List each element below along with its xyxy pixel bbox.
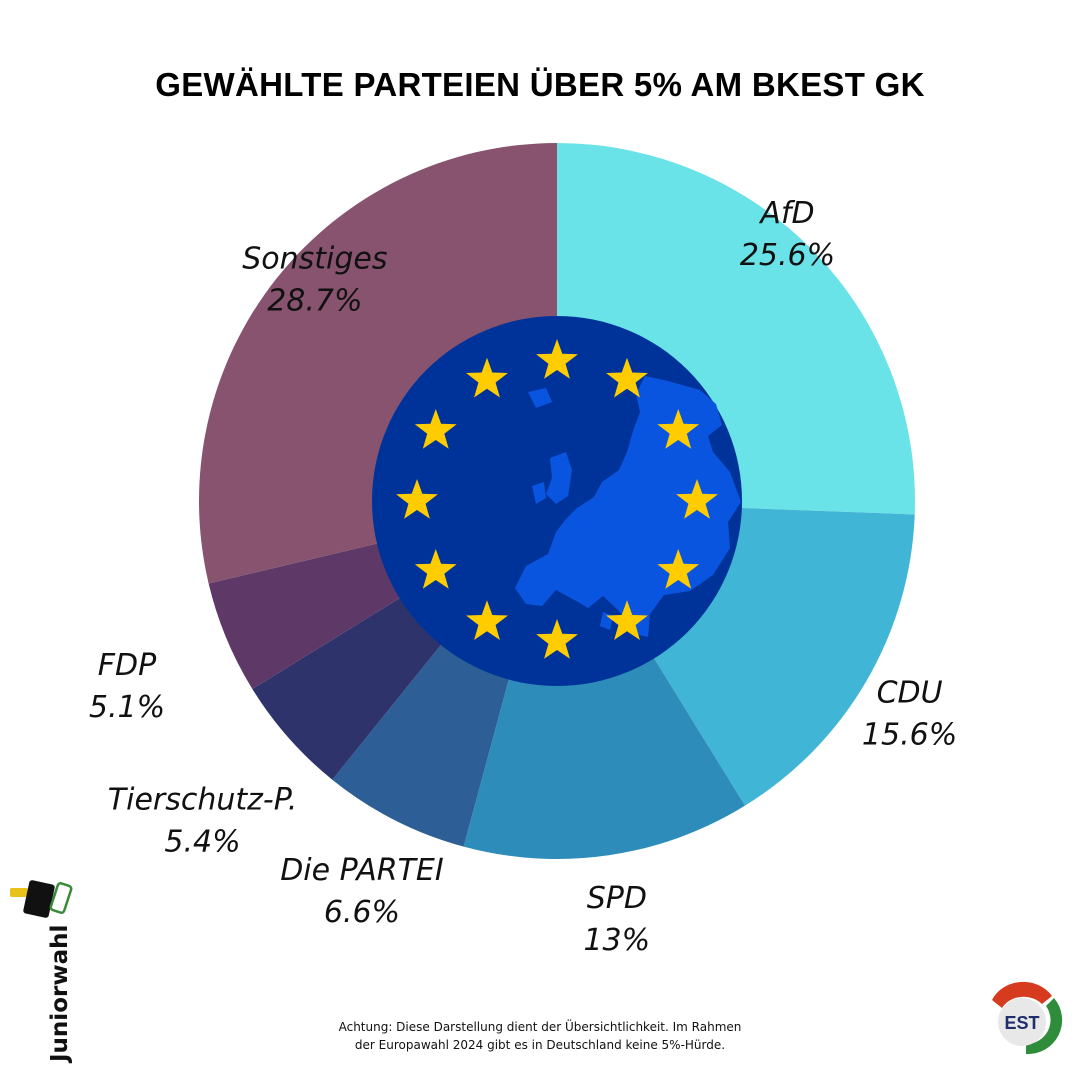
eu-star-icon (606, 357, 648, 398)
slice-value-tierschutz-p-: 5.4% (164, 825, 240, 860)
eu-star-icon (657, 549, 700, 589)
eu-star-icon (466, 357, 508, 398)
eu-star-icon (466, 600, 508, 641)
eu-stars (396, 339, 718, 659)
est-logo: EST (992, 981, 1063, 1055)
slice-value-cdu: 15.6% (862, 718, 957, 753)
eu-emblem (372, 316, 742, 686)
eu-star-icon (676, 479, 718, 519)
slice-value-spd: 13% (583, 923, 650, 958)
est-logo-circle (998, 998, 1046, 1046)
eu-star-icon (536, 619, 578, 659)
slice-label-tierschutz-p-: Tierschutz-P. (108, 783, 297, 818)
slice-value-fdp: 5.1% (89, 690, 165, 725)
slice-label-cdu: CDU (877, 676, 943, 711)
disclaimer-line-1: Achtung: Diese Darstellung dient der Übe… (338, 1020, 742, 1034)
slice-value-die-partei: 6.6% (324, 895, 400, 930)
slice-value-afd: 25.6% (740, 238, 835, 273)
juniorwahl-logo (10, 880, 73, 918)
juniorwahl-wordmark: Juniorwahl (47, 924, 73, 1062)
eu-star-icon (414, 409, 457, 449)
disclaimer-line-2: der Europawahl 2024 gibt es in Deutschla… (354, 1038, 726, 1052)
slice-label-die-partei: Die PARTEI (280, 853, 444, 888)
slice-label-fdp: FDP (98, 648, 157, 683)
chart-title: GEWÄHLTE PARTEIEN ÜBER 5% AM BKEST GK (155, 66, 925, 103)
est-logo-green-arc (1026, 998, 1063, 1055)
slice-label-afd: AfD (758, 196, 814, 231)
ballot-box-icon (10, 880, 73, 918)
slice-label-spd: SPD (587, 881, 647, 916)
eu-star-icon (657, 409, 700, 449)
slice-value-sonstiges: 28.7% (267, 283, 362, 318)
pie-labels: AfD 25.6% CDU 15.6% SPD 13% Die PARTEI 6.6% Tier… (89, 196, 957, 958)
eu-star-icon (414, 549, 457, 589)
eu-star-icon (536, 339, 578, 379)
est-logo-text: EST (1004, 1013, 1039, 1033)
eu-star-icon (606, 600, 648, 641)
slice-label-sonstiges: Sonstiges (242, 241, 387, 276)
eu-star-icon (396, 479, 438, 519)
disclaimer-note: Achtung: Diese Darstellung dient der Übe… (270, 1018, 810, 1054)
est-logo-red-arc (992, 981, 1052, 1008)
